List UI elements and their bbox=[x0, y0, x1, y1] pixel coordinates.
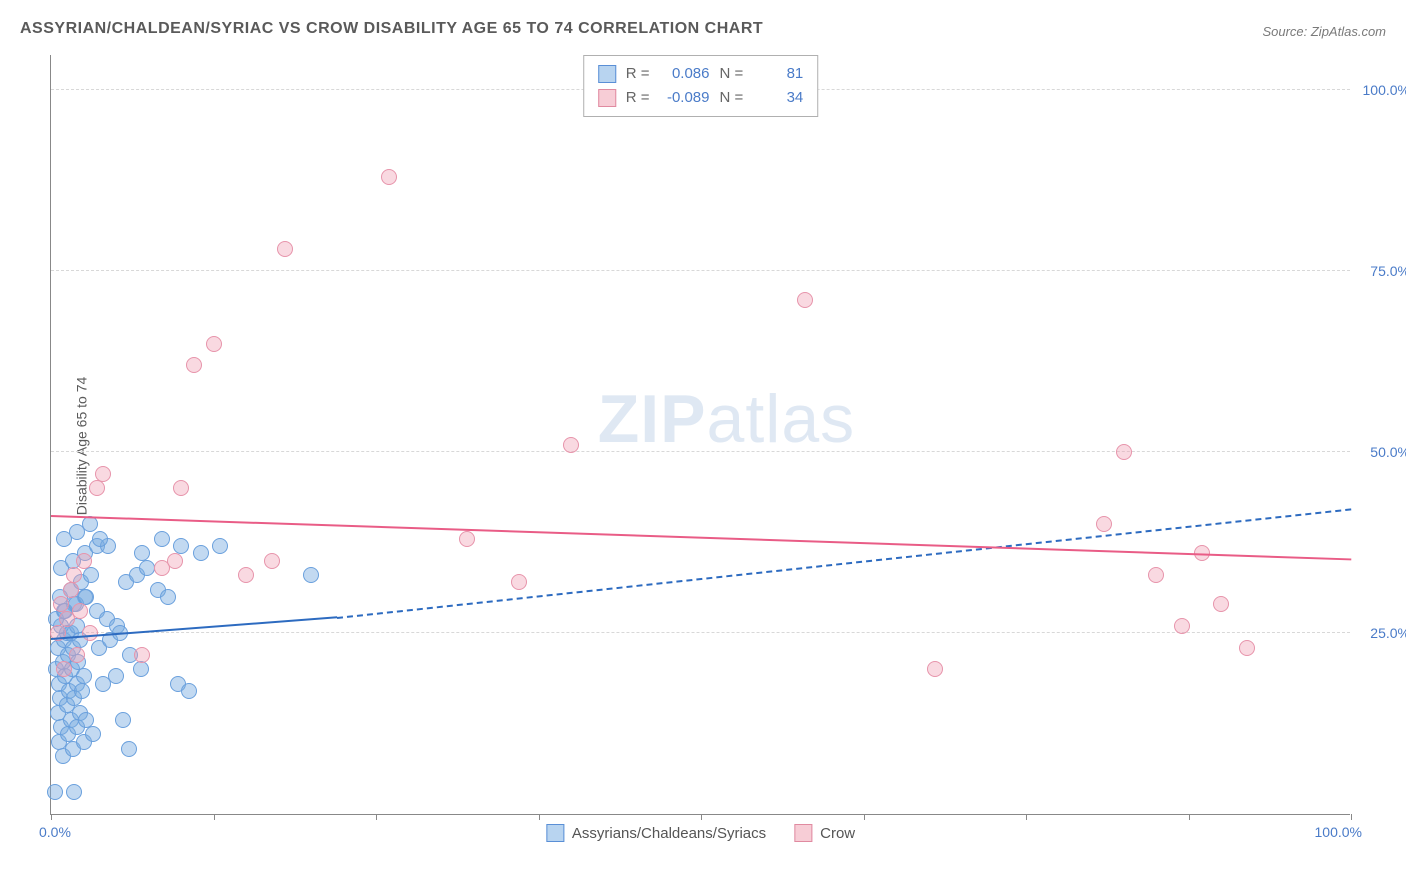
scatter-marker bbox=[85, 726, 101, 742]
scatter-marker bbox=[76, 553, 92, 569]
scatter-marker bbox=[89, 480, 105, 496]
trend-line bbox=[51, 515, 1351, 560]
scatter-marker bbox=[264, 553, 280, 569]
chart-title: ASSYRIAN/CHALDEAN/SYRIAC VS CROW DISABIL… bbox=[20, 20, 763, 38]
legend-label-0: Assyrians/Chaldeans/Syriacs bbox=[572, 825, 766, 842]
scatter-marker bbox=[82, 625, 98, 641]
y-tick-label: 25.0% bbox=[1355, 625, 1406, 641]
scatter-marker bbox=[133, 661, 149, 677]
x-max-label: 100.0% bbox=[1315, 824, 1362, 840]
x-tick bbox=[864, 814, 865, 820]
scatter-marker bbox=[511, 574, 527, 590]
scatter-marker bbox=[134, 545, 150, 561]
legend-label-1: Crow bbox=[820, 825, 855, 842]
scatter-marker bbox=[1213, 596, 1229, 612]
watermark: ZIPatlas bbox=[598, 380, 855, 458]
stats-swatch-0 bbox=[598, 65, 616, 83]
x-tick bbox=[1189, 814, 1190, 820]
y-tick-label: 75.0% bbox=[1355, 263, 1406, 279]
scatter-marker bbox=[173, 480, 189, 496]
scatter-marker bbox=[381, 169, 397, 185]
x-tick bbox=[51, 814, 52, 820]
stats-legend: R = 0.086 N = 81 R = -0.089 N = 34 bbox=[583, 55, 819, 117]
scatter-marker bbox=[82, 516, 98, 532]
scatter-marker bbox=[83, 567, 99, 583]
scatter-marker bbox=[1148, 567, 1164, 583]
scatter-marker bbox=[160, 589, 176, 605]
gridline-h bbox=[51, 451, 1350, 452]
scatter-marker bbox=[154, 531, 170, 547]
n-value-1: 34 bbox=[753, 86, 803, 110]
scatter-marker bbox=[53, 596, 69, 612]
r-value-0: 0.086 bbox=[660, 62, 710, 86]
scatter-marker bbox=[186, 357, 202, 373]
r-label-0: R = bbox=[626, 62, 650, 86]
legend-swatch-0 bbox=[546, 824, 564, 842]
n-label-1: N = bbox=[720, 86, 744, 110]
scatter-marker bbox=[63, 582, 79, 598]
r-value-1: -0.089 bbox=[660, 86, 710, 110]
x-tick bbox=[701, 814, 702, 820]
x-tick bbox=[1026, 814, 1027, 820]
legend-item-0: Assyrians/Chaldeans/Syriacs bbox=[546, 824, 766, 842]
stats-row-0: R = 0.086 N = 81 bbox=[598, 62, 804, 86]
gridline-h bbox=[51, 270, 1350, 271]
scatter-marker bbox=[303, 567, 319, 583]
plot-area: ZIPatlas 25.0%50.0%75.0%100.0% 0.0% 100.… bbox=[50, 55, 1350, 815]
scatter-marker bbox=[56, 661, 72, 677]
scatter-marker bbox=[212, 538, 228, 554]
x-tick bbox=[214, 814, 215, 820]
scatter-marker bbox=[459, 531, 475, 547]
scatter-marker bbox=[1116, 444, 1132, 460]
scatter-marker bbox=[206, 336, 222, 352]
scatter-marker bbox=[797, 292, 813, 308]
r-label-1: R = bbox=[626, 86, 650, 110]
scatter-marker bbox=[927, 661, 943, 677]
scatter-marker bbox=[1174, 618, 1190, 634]
trend-line bbox=[337, 508, 1351, 619]
scatter-marker bbox=[1239, 640, 1255, 656]
stats-swatch-1 bbox=[598, 89, 616, 107]
scatter-marker bbox=[95, 466, 111, 482]
scatter-marker bbox=[121, 741, 137, 757]
scatter-marker bbox=[1096, 516, 1112, 532]
watermark-bold: ZIP bbox=[598, 381, 707, 457]
scatter-marker bbox=[108, 668, 124, 684]
scatter-marker bbox=[74, 683, 90, 699]
bottom-legend: Assyrians/Chaldeans/Syriacs Crow bbox=[546, 824, 855, 842]
x-tick bbox=[376, 814, 377, 820]
scatter-marker bbox=[181, 683, 197, 699]
source-attribution: Source: ZipAtlas.com bbox=[1262, 24, 1386, 39]
scatter-marker bbox=[563, 437, 579, 453]
scatter-marker bbox=[193, 545, 209, 561]
scatter-marker bbox=[66, 784, 82, 800]
x-tick bbox=[539, 814, 540, 820]
scatter-marker bbox=[92, 531, 108, 547]
legend-item-1: Crow bbox=[794, 824, 855, 842]
n-value-0: 81 bbox=[753, 62, 803, 86]
legend-swatch-1 bbox=[794, 824, 812, 842]
stats-row-1: R = -0.089 N = 34 bbox=[598, 86, 804, 110]
y-tick-label: 50.0% bbox=[1355, 444, 1406, 460]
scatter-marker bbox=[47, 784, 63, 800]
scatter-marker bbox=[69, 647, 85, 663]
x-origin-label: 0.0% bbox=[39, 824, 71, 840]
gridline-h bbox=[51, 632, 1350, 633]
y-tick-label: 100.0% bbox=[1355, 82, 1406, 98]
x-tick bbox=[1351, 814, 1352, 820]
scatter-marker bbox=[277, 241, 293, 257]
scatter-marker bbox=[72, 603, 88, 619]
watermark-light: atlas bbox=[707, 381, 856, 457]
scatter-marker bbox=[167, 553, 183, 569]
scatter-marker bbox=[115, 712, 131, 728]
n-label-0: N = bbox=[720, 62, 744, 86]
scatter-marker bbox=[238, 567, 254, 583]
scatter-marker bbox=[134, 647, 150, 663]
scatter-marker bbox=[66, 567, 82, 583]
